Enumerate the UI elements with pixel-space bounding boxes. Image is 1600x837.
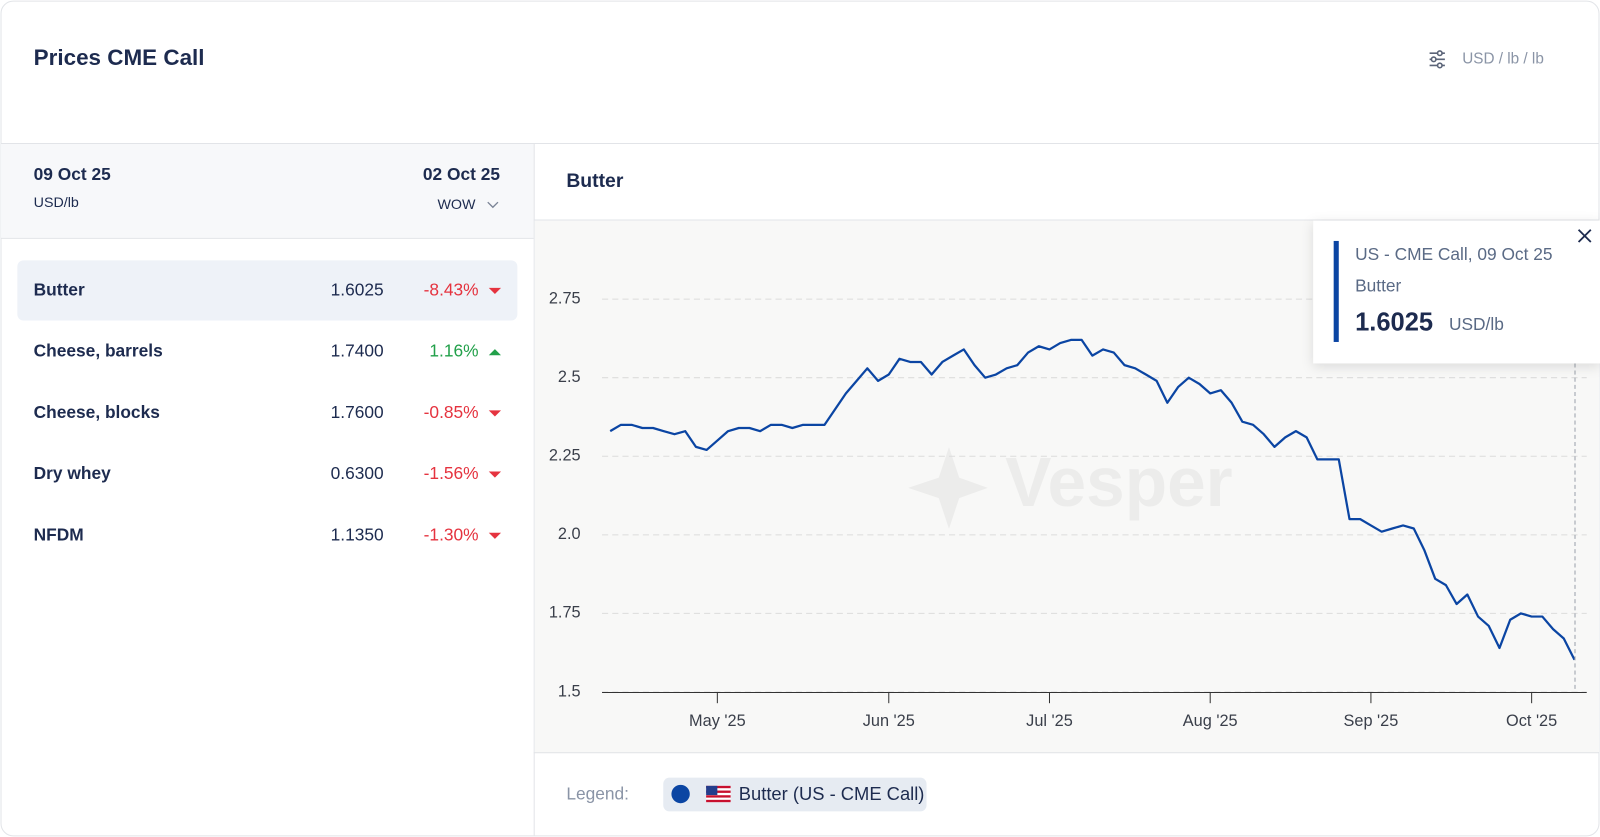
row-price: 1.7400: [331, 341, 384, 361]
table-header-bg: [1, 144, 534, 238]
y-tick-label: 2.25: [549, 447, 581, 465]
y-tick-label: 1.5: [558, 682, 581, 700]
row-price: 1.1350: [331, 524, 384, 544]
legend-text: Butter (US - CME Call): [739, 783, 925, 804]
tooltip-bar: [1333, 240, 1339, 342]
date: 09 Oct 25: [34, 164, 111, 184]
tooltip-value: 1.6025: [1355, 308, 1433, 336]
x-tick-label: Jun '25: [863, 712, 915, 730]
flag-icon: [706, 785, 731, 803]
row-name: Dry whey: [34, 463, 111, 483]
table-row[interactable]: Cheese, blocks 1.7600 -0.85%: [34, 402, 502, 422]
x-tick-label: Jul '25: [1026, 712, 1073, 730]
compare-dropdown[interactable]: WOW: [437, 197, 499, 213]
tooltip: US - CME Call, 09 Oct 25 Butter 1.6025 U…: [1313, 220, 1600, 364]
legend-label: Legend:: [566, 784, 629, 804]
units-label: USD / lb / lb: [1462, 50, 1544, 67]
arrow-up: [488, 349, 502, 356]
arrow-down: [488, 410, 502, 417]
row-name: Cheese, barrels: [34, 341, 163, 361]
price-table: Butter 1.6025 -8.43% Cheese, barrels 1.7400 1…: [17, 260, 518, 544]
series-line: [609, 338, 1576, 661]
table-row[interactable]: Cheese, barrels 1.7400 1.16%: [34, 341, 502, 361]
row-name: Butter: [34, 280, 85, 300]
table-row[interactable]: NFDM 1.1350 -1.30%: [34, 524, 502, 544]
x-tick-label: Oct '25: [1506, 712, 1557, 730]
row-highlight: [17, 260, 518, 321]
row-price: 1.7600: [331, 402, 384, 422]
row-change: -8.43%: [424, 280, 479, 300]
row-change: -1.30%: [424, 524, 479, 544]
row-name: Cheese, blocks: [34, 402, 160, 422]
row-price: 1.6025: [331, 280, 384, 300]
y-tick-label: 2.75: [549, 289, 581, 307]
plot: 1.5 1.75 2.0 2.25 2.5 2.75 May '25 Jun '25 Jul '…: [549, 289, 1587, 730]
arrow-down: [488, 532, 502, 539]
x-tick-label: Sep '25: [1344, 712, 1399, 730]
compare-date: 02 Oct 25: [423, 164, 500, 184]
compare-mode: WOW: [437, 197, 476, 213]
units-selector[interactable]: USD / lb / lb: [1429, 50, 1544, 69]
legend-item[interactable]: Butter (US - CME Call): [663, 777, 927, 812]
tooltip-title: US - CME Call, 09 Oct 25: [1355, 244, 1552, 264]
x-tick-label: Aug '25: [1183, 712, 1238, 730]
y-tick-label: 2.0: [558, 525, 581, 543]
row-name: NFDM: [34, 524, 84, 544]
unit: USD/lb: [34, 195, 79, 211]
watermark-text: Vesper: [1005, 443, 1233, 521]
row-price: 0.6300: [331, 463, 384, 483]
y-tick-label: 1.75: [549, 604, 581, 622]
tooltip-bg: [1313, 220, 1600, 364]
close-button[interactable]: [1577, 229, 1592, 243]
page-title: Prices CME Call: [34, 45, 205, 70]
x-tick-label: May '25: [689, 712, 746, 730]
tooltip-unit: USD/lb: [1449, 314, 1504, 334]
filter-icon: [1429, 50, 1445, 69]
arrow-down: [488, 471, 502, 478]
row-change: 1.16%: [429, 341, 478, 361]
y-tick-label: 2.5: [558, 368, 581, 386]
table-row[interactable]: Dry whey 0.6300 -1.56%: [34, 463, 502, 483]
tooltip-label: Butter: [1355, 275, 1401, 295]
row-change: -0.85%: [424, 402, 479, 422]
row-change: -1.56%: [424, 463, 479, 483]
table-row[interactable]: Butter 1.6025 -8.43%: [17, 260, 518, 321]
legend-dot: [671, 784, 690, 804]
arrow-down: [488, 287, 502, 295]
chart-title: Butter: [566, 170, 624, 192]
chevron: [487, 201, 499, 209]
